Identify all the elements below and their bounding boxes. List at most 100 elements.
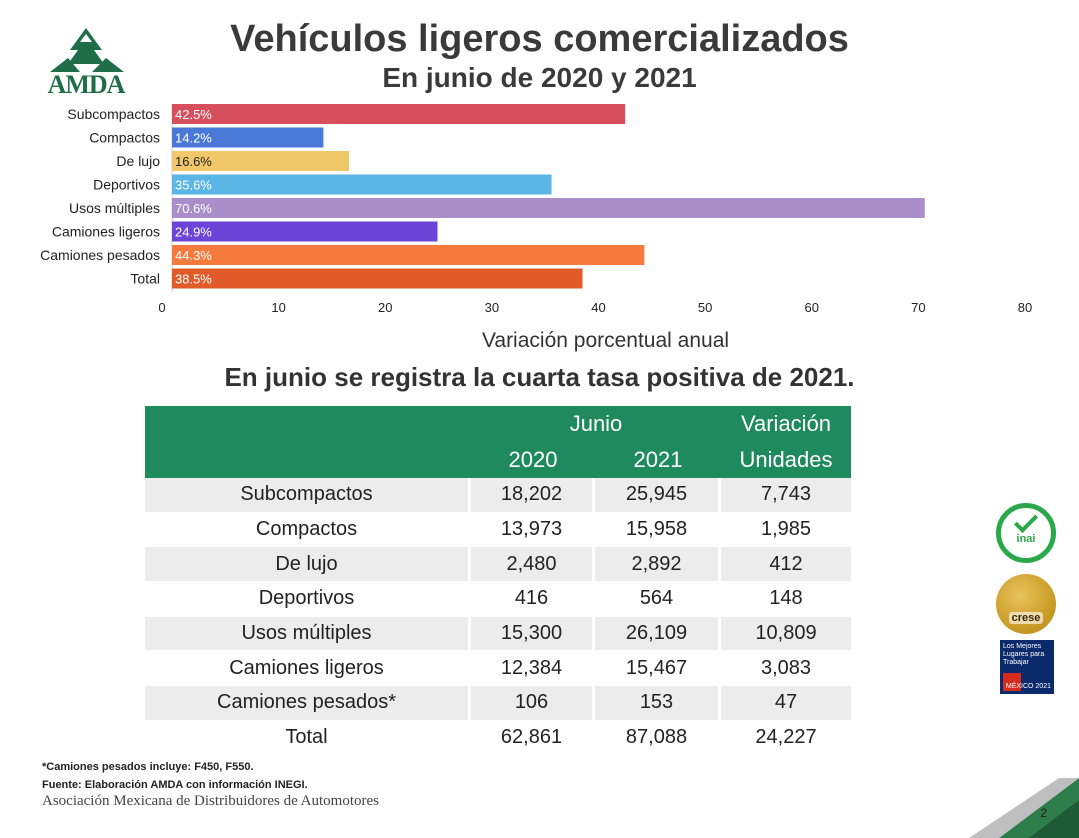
table-row: Camiones pesados* 106 153 47 (145, 686, 851, 721)
cell-2021: 564 (595, 582, 721, 617)
category-label: Camiones pesados (40, 247, 160, 263)
header-variacion: Variación (721, 406, 851, 442)
inai-label: inai (1016, 533, 1036, 545)
category-label: De lujo (116, 153, 160, 169)
table-header-row-2: 2020 2021 Unidades (145, 442, 851, 478)
page-number: 2 (1040, 806, 1047, 820)
cell-variacion: 148 (721, 582, 851, 617)
amda-mountain-icon (50, 28, 124, 72)
header-unidades: Unidades (721, 442, 851, 478)
cell-2021: 2,892 (595, 547, 721, 583)
category-label: Camiones ligeros (52, 224, 160, 240)
bar-value-label: 38.5% (175, 272, 212, 287)
table-row: Compactos 13,973 15,958 1,985 (145, 512, 851, 548)
footnotes: *Camiones pesados incluye: F450, F550. F… (42, 758, 308, 794)
cell-2020: 416 (471, 582, 595, 617)
cell-variacion: 47 (721, 686, 851, 721)
corner-decoration (969, 778, 1079, 838)
header-2021: 2021 (595, 442, 721, 478)
x-tick-label: 60 (805, 300, 819, 315)
cell-label: Usos múltiples (145, 616, 471, 652)
header-junio: Junio (471, 406, 721, 442)
amda-logo: AMDA (40, 24, 132, 100)
bar (172, 151, 349, 171)
bar-value-label: 44.3% (175, 248, 212, 263)
cell-2020: 12,384 (471, 651, 595, 687)
bar-value-label: 24.9% (175, 225, 212, 240)
bar (172, 221, 438, 242)
bar-value-label: 42.5% (175, 107, 212, 122)
table-row: Usos múltiples 15,300 26,109 10,809 (145, 616, 851, 652)
page-subtitle: En junio de 2020 y 2021 (382, 62, 697, 93)
cell-2020: 62,861 (471, 720, 595, 756)
header-empty-2 (145, 442, 471, 478)
table-row: Camiones ligeros 12,384 15,467 3,083 (145, 651, 851, 687)
check-icon (1013, 508, 1039, 534)
cell-variacion: 3,083 (721, 651, 851, 687)
x-axis-label: Variación porcentual anual (482, 329, 729, 352)
cell-label: Camiones ligeros (145, 651, 471, 687)
cell-variacion: 10,809 (721, 616, 851, 652)
category-label: Usos múltiples (69, 200, 160, 216)
category-label: Total (130, 271, 160, 287)
cell-label: Camiones pesados* (145, 686, 471, 721)
cell-2020: 15,300 (471, 616, 595, 652)
footnote-source: Fuente: Elaboración AMDA con información… (42, 779, 308, 791)
cell-variacion: 412 (721, 547, 851, 583)
cell-label: Compactos (145, 512, 471, 548)
great-place-to-work-badge: Los Mejores Lugares para Trabajar MÉXICO… (1000, 640, 1054, 694)
x-tick-label: 70 (911, 300, 925, 315)
bar (172, 245, 645, 265)
bar-value-label: 14.2% (175, 131, 212, 146)
bar (172, 174, 552, 195)
x-tick-label: 30 (485, 300, 499, 315)
cell-2021: 15,958 (595, 512, 721, 548)
x-tick-label: 20 (378, 300, 392, 315)
category-label: Subcompactos (67, 106, 160, 122)
footnote-note: *Camiones pesados incluye: F450, F550. (42, 761, 254, 773)
x-tick-label: 0 (158, 300, 165, 315)
cell-2020: 13,973 (471, 512, 595, 548)
bar-value-label: 16.6% (175, 154, 212, 169)
crese-badge: crese (996, 574, 1056, 634)
inai-certification-badge: inai (996, 503, 1056, 563)
bar (172, 127, 324, 148)
cell-label: Total (145, 720, 471, 756)
cell-2021: 25,945 (595, 478, 721, 513)
cell-2020: 2,480 (471, 547, 595, 583)
cell-2020: 18,202 (471, 478, 595, 513)
page-title: Vehículos ligeros comercializados (230, 18, 849, 60)
headline: En junio se registra la cuarta tasa posi… (224, 362, 855, 392)
header-empty (145, 406, 471, 442)
x-tick-label: 80 (1018, 300, 1032, 315)
header-2020: 2020 (471, 442, 595, 478)
table-row: Total 62,861 87,088 24,227 (145, 720, 851, 756)
cell-variacion: 24,227 (721, 720, 851, 756)
cell-2021: 26,109 (595, 616, 721, 652)
bar-chart: Subcompactos 42.5% Compactos 14.2% De lujo 16… (40, 104, 1032, 352)
bar (172, 268, 583, 289)
bar-value-label: 35.6% (175, 178, 212, 193)
cell-2020: 106 (471, 686, 595, 721)
crese-label: crese (1008, 612, 1044, 624)
category-label: Compactos (89, 130, 160, 146)
association-name: Asociación Mexicana de Distribuidores de… (42, 793, 380, 809)
gptw-text: Los Mejores Lugares para Trabajar (1003, 643, 1045, 666)
x-tick-label: 40 (591, 300, 605, 315)
cell-label: Deportivos (145, 582, 471, 617)
cell-2021: 87,088 (595, 720, 721, 756)
cell-variacion: 1,985 (721, 513, 851, 548)
cell-variacion: 7,743 (721, 478, 851, 513)
gptw-year: MÉXICO 2021 (1005, 683, 1051, 690)
x-tick-label: 10 (271, 300, 285, 315)
logo-text: AMDA (47, 70, 126, 99)
x-tick-label: 50 (698, 300, 712, 315)
table-header-row-1: Junio Variación (145, 406, 851, 442)
cell-label: De lujo (145, 547, 471, 583)
sales-table: Junio Variación 2020 2021 Unidades Subco… (145, 406, 851, 756)
bar (172, 198, 925, 218)
table-row: Deportivos 416 564 148 (145, 582, 851, 617)
cell-2021: 153 (595, 686, 721, 721)
table-row: Subcompactos 18,202 25,945 7,743 (145, 478, 851, 513)
category-label: Deportivos (93, 177, 160, 193)
